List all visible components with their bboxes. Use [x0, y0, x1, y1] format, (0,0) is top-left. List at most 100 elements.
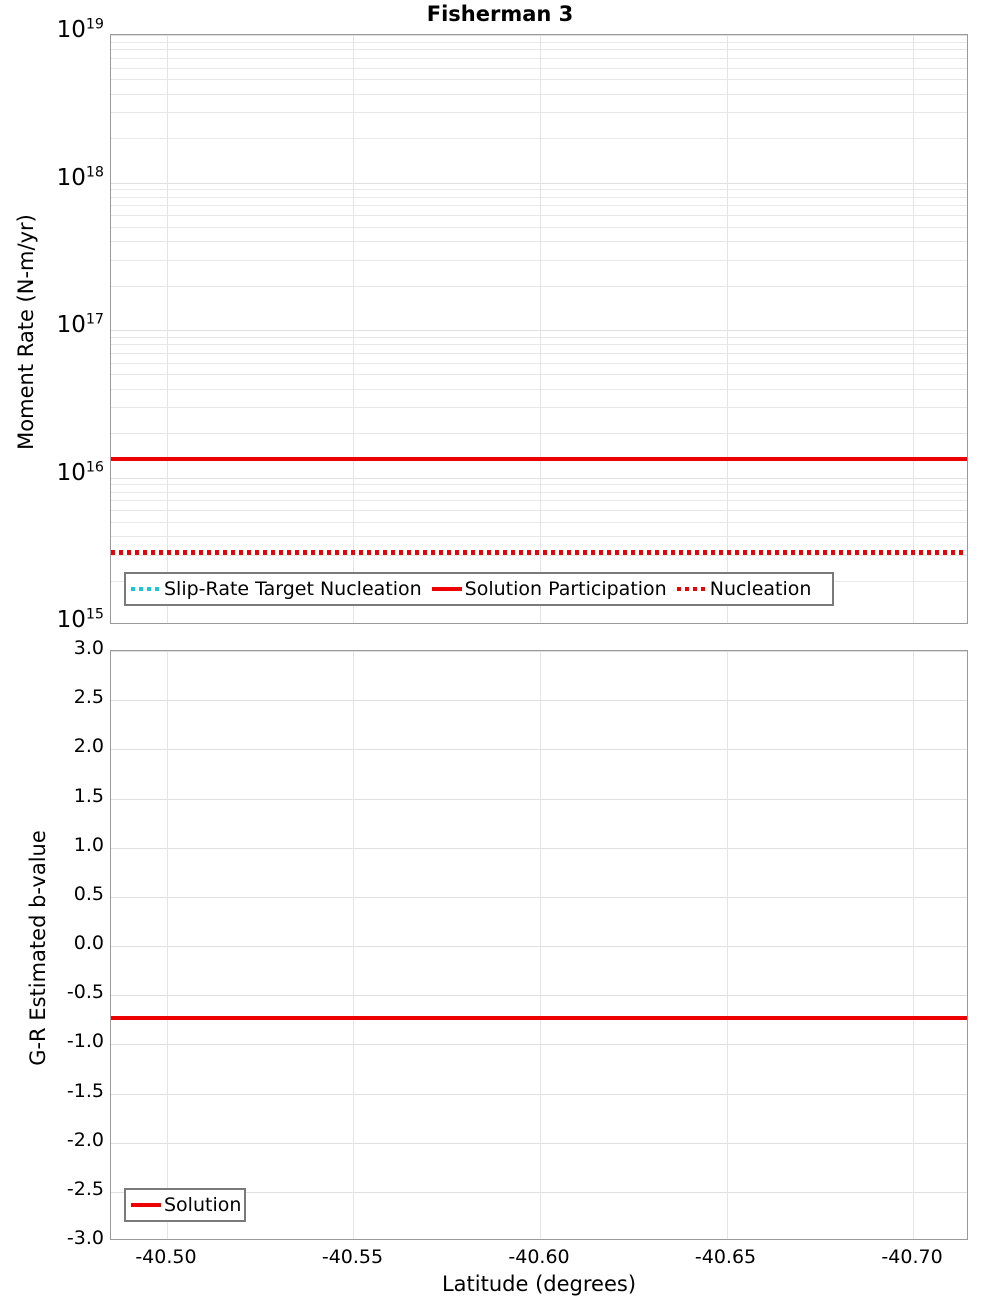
- legend-line-swatch: [131, 587, 161, 591]
- moment-rate-plot-panel: [110, 34, 968, 624]
- y-tick-mantissa: 10: [56, 459, 86, 486]
- y-tick-mantissa: 10: [56, 607, 86, 633]
- gridline-horizontal: [111, 67, 967, 69]
- bottom-legend: Solution: [124, 1188, 246, 1222]
- legend-label: Slip-Rate Target Nucleation: [164, 578, 422, 600]
- gridline-horizontal: [111, 285, 967, 287]
- series-line-solution-participation: [111, 457, 967, 462]
- gridline-horizontal: [111, 433, 967, 435]
- legend-label: Solution Participation: [464, 578, 667, 600]
- gridline-horizontal: [111, 41, 967, 43]
- gridline-horizontal: [111, 798, 967, 800]
- legend-label: Nucleation: [709, 578, 812, 600]
- y-tick-label: -3.0: [66, 1227, 104, 1249]
- top-legend: Slip-Rate Target Nucleation Solution Part…: [124, 572, 834, 606]
- gridline-horizontal: [111, 93, 967, 95]
- gridline-vertical: [353, 35, 355, 623]
- y-tick-label: 2.5: [73, 686, 104, 709]
- gridline-horizontal: [111, 484, 967, 486]
- gridline-horizontal: [111, 362, 967, 364]
- y-tick-label: 1.5: [73, 784, 104, 807]
- page-title: Fisherman 3: [426, 2, 574, 26]
- y-tick-label: 1016: [57, 460, 104, 486]
- gridline-horizontal: [111, 1191, 967, 1193]
- y-tick-mantissa: 10: [56, 312, 86, 338]
- y-tick-exponent: 15: [85, 606, 104, 623]
- y-tick-label: 1017: [57, 312, 104, 338]
- legend-entry: Slip-Rate Target Nucleation: [131, 578, 432, 600]
- gridline-vertical: [166, 651, 168, 1239]
- legend-line-swatch: [131, 1203, 161, 1207]
- gridline-horizontal: [111, 477, 967, 479]
- gridline-horizontal: [111, 700, 967, 702]
- x-tick-label: -40.65: [694, 1246, 757, 1268]
- gridline-horizontal: [111, 57, 967, 59]
- bottom-y-axis-ticks: 3.0 2.5 2.0 1.5 1.0 0.5 0.0 -0.5 -1.0 -1.5 -2.0 -2.…: [0, 637, 104, 1249]
- gridline-horizontal: [111, 138, 967, 140]
- bottom-y-axis-title: G-R Estimated b-value: [26, 830, 50, 1066]
- gridline-horizontal: [111, 1093, 967, 1095]
- series-line-nucleation: [111, 550, 967, 556]
- gridline-horizontal: [111, 205, 967, 207]
- gridline-vertical: [166, 35, 168, 623]
- gridline-horizontal: [111, 374, 967, 376]
- x-tick-label: -40.50: [135, 1246, 197, 1268]
- y-tick-label: 1018: [57, 165, 104, 191]
- gridline-horizontal: [111, 182, 967, 184]
- gridline-horizontal: [111, 79, 967, 81]
- gridline-horizontal: [111, 336, 967, 338]
- y-tick-label: -2.5: [66, 1177, 104, 1200]
- gridline-horizontal: [111, 388, 967, 390]
- y-tick-mantissa: 10: [56, 164, 86, 191]
- legend-entry: Solution Participation: [431, 578, 677, 600]
- gridline-horizontal: [111, 1044, 967, 1046]
- y-tick-exponent: 17: [85, 311, 104, 328]
- top-gridlines: [111, 35, 967, 623]
- top-y-axis-title: Moment Rate (N-m/yr): [14, 214, 38, 450]
- gridline-horizontal: [111, 196, 967, 198]
- x-tick-label: -40.70: [881, 1246, 943, 1268]
- gridline-horizontal: [111, 651, 967, 652]
- gridline-horizontal: [111, 510, 967, 512]
- gridline-horizontal: [111, 847, 967, 849]
- gridline-horizontal: [111, 330, 967, 331]
- gridline-vertical: [913, 35, 915, 623]
- gridline-horizontal: [111, 554, 967, 556]
- gridline-horizontal: [111, 35, 967, 36]
- top-data-series: [111, 35, 967, 623]
- gridline-horizontal: [111, 407, 967, 409]
- b-value-plot-panel: [110, 650, 968, 1240]
- gridline-vertical: [540, 651, 541, 1239]
- legend-entry: Solution: [131, 1194, 243, 1216]
- y-tick-label: 2.0: [73, 735, 104, 758]
- gridline-horizontal: [111, 896, 967, 898]
- y-tick-label: -0.5: [66, 981, 104, 1004]
- gridline-horizontal: [111, 344, 967, 346]
- y-tick-label: 0.5: [73, 882, 104, 905]
- gridline-horizontal: [111, 995, 967, 997]
- legend-line-swatch: [676, 587, 707, 591]
- gridline-vertical: [913, 651, 915, 1239]
- gridline-vertical: [726, 651, 728, 1239]
- gridline-horizontal: [111, 521, 967, 523]
- y-tick-label: -1.0: [66, 1030, 104, 1053]
- gridline-horizontal: [111, 259, 967, 261]
- gridline-horizontal: [111, 491, 967, 493]
- gridline-vertical: [540, 35, 541, 623]
- y-tick-mantissa: 10: [56, 17, 86, 43]
- gridline-horizontal: [111, 500, 967, 502]
- bottom-gridlines: [111, 651, 967, 1239]
- y-tick-label: 3.0: [73, 637, 104, 659]
- gridline-horizontal: [111, 49, 967, 51]
- gridline-horizontal: [111, 241, 967, 243]
- y-tick-label: -1.5: [66, 1079, 104, 1102]
- y-tick-exponent: 19: [85, 16, 104, 33]
- bottom-data-series: [111, 651, 967, 1239]
- gridline-horizontal: [111, 215, 967, 217]
- x-tick-label: -40.55: [321, 1246, 384, 1268]
- y-tick-exponent: 18: [85, 163, 104, 180]
- series-line-solution: [111, 1015, 967, 1020]
- y-tick-label: -2.0: [66, 1128, 104, 1151]
- gridline-horizontal: [111, 189, 967, 191]
- y-tick-label: 0.0: [73, 932, 104, 954]
